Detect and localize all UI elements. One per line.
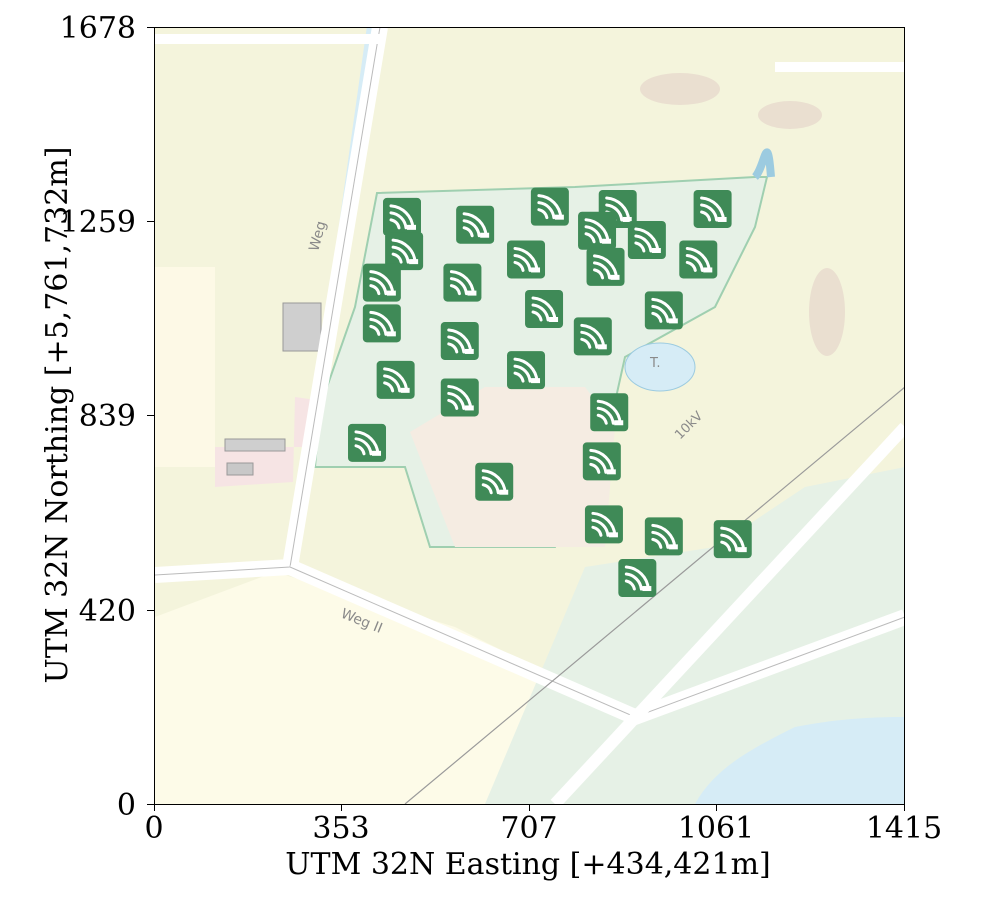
sand-patch xyxy=(640,73,720,105)
sensor-signal-icon[interactable] xyxy=(578,211,617,250)
meadow-southeast xyxy=(485,467,905,804)
sensor-signal-icon[interactable] xyxy=(618,559,657,598)
y-tick-mark xyxy=(147,221,154,222)
x-tick-mark xyxy=(529,804,530,811)
sensor-signal-icon[interactable] xyxy=(385,232,424,271)
x-tick-mark xyxy=(341,804,342,811)
x-axis-title: UTM 32N Easting [+434,421m] xyxy=(285,847,771,882)
y-axis-line xyxy=(154,27,155,804)
y-tick-label: 839 xyxy=(78,399,136,434)
y-tick-label: 1259 xyxy=(59,205,136,240)
x-tick-label: 353 xyxy=(312,811,370,846)
sensor-signal-icon[interactable] xyxy=(713,520,752,559)
sensor-signal-icon[interactable] xyxy=(507,351,546,390)
sensor-signal-icon[interactable] xyxy=(443,263,482,302)
y-tick-mark xyxy=(147,610,154,611)
sensor-signal-icon[interactable] xyxy=(584,505,623,544)
y-axis-title: UTM 32N Northing [+5,761,732m] xyxy=(40,146,75,684)
x-tick-mark xyxy=(904,804,905,811)
sensor-markers xyxy=(348,187,752,598)
pond xyxy=(624,342,696,392)
label-pond: T. xyxy=(649,356,661,371)
sensor-signal-icon[interactable] xyxy=(679,240,718,279)
sensor-signal-icon[interactable] xyxy=(693,189,732,228)
farm-building xyxy=(282,302,322,352)
sand-patch xyxy=(758,101,822,129)
sensor-signal-icon[interactable] xyxy=(456,205,495,244)
stream xyxy=(751,148,775,180)
sand-patch xyxy=(809,268,845,356)
sensor-signal-icon[interactable] xyxy=(627,221,666,260)
sensor-signal-icon[interactable] xyxy=(348,423,387,462)
map-frame-right xyxy=(904,27,905,804)
y-tick-label: 1678 xyxy=(59,11,136,46)
x-tick-label: 0 xyxy=(144,811,164,846)
sensor-signal-icon[interactable] xyxy=(362,263,401,302)
sensor-signal-icon[interactable] xyxy=(382,197,421,236)
sensor-signal-icon[interactable] xyxy=(582,442,621,481)
x-tick-mark xyxy=(716,804,717,811)
sensor-signal-icon[interactable] xyxy=(530,187,569,226)
x-tick-label: 1415 xyxy=(865,811,943,846)
sensor-signal-icon[interactable] xyxy=(644,291,683,330)
sensor-signal-icon[interactable] xyxy=(376,360,415,399)
y-tick-mark xyxy=(147,27,154,28)
sensor-signal-icon[interactable] xyxy=(440,378,479,417)
y-tick-mark xyxy=(147,804,154,805)
x-tick-mark xyxy=(154,804,155,811)
farm-building xyxy=(224,438,286,452)
sensor-signal-icon[interactable] xyxy=(475,462,514,501)
sensor-signal-icon[interactable] xyxy=(507,240,546,279)
label-weg: Weg xyxy=(306,219,329,253)
x-tick-label: 1061 xyxy=(677,811,755,846)
y-tick-label: 420 xyxy=(78,594,136,629)
field-west xyxy=(155,267,215,467)
map-area[interactable]: Weg Weg II 10kV T. xyxy=(155,27,905,804)
base-map: Weg Weg II 10kV T. xyxy=(155,27,905,804)
sensor-signal-icon[interactable] xyxy=(586,247,625,286)
map-frame-top xyxy=(154,27,905,28)
y-tick-label: 0 xyxy=(116,788,136,823)
sensor-signal-icon[interactable] xyxy=(440,321,479,360)
sensor-signal-icon[interactable] xyxy=(362,304,401,343)
sensor-signal-icon[interactable] xyxy=(590,393,629,432)
sensor-signal-icon[interactable] xyxy=(525,289,564,328)
lake xyxy=(695,717,905,804)
sensor-signal-icon[interactable] xyxy=(644,517,683,556)
x-tick-label: 707 xyxy=(500,811,558,846)
y-tick-mark xyxy=(147,415,154,416)
road-southeast xyxy=(550,422,905,804)
farm-building xyxy=(226,462,254,476)
sensor-signal-icon[interactable] xyxy=(573,317,612,356)
